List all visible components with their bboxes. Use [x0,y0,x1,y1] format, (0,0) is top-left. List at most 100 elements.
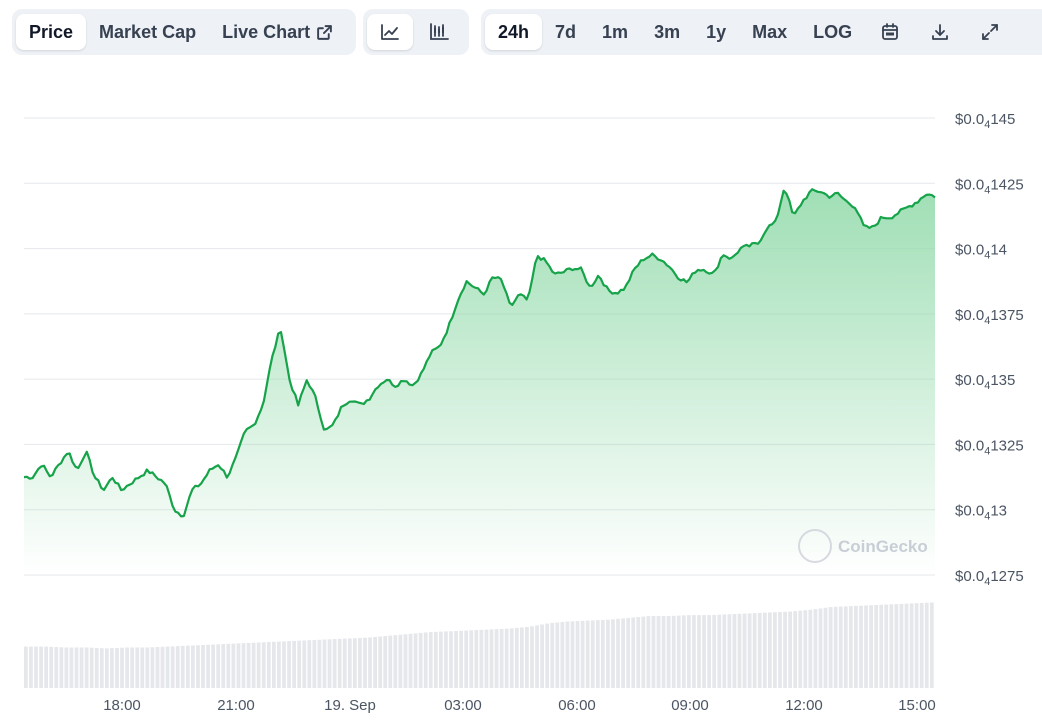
volume-bar [798,610,803,688]
volume-bar [590,620,595,688]
volume-bar [464,630,469,688]
range-3m-label: 3m [654,21,681,42]
volume-bar [74,647,79,688]
volume-bar [550,622,555,688]
y-tick-label: $0.04135 [955,372,1015,392]
volume-bar [44,646,49,688]
volume-bar [388,635,393,688]
volume-bar [332,639,337,688]
volume-bar [307,640,312,688]
y-tick-label: $0.041425 [955,176,1024,196]
volume-bar [762,612,767,688]
tab-price[interactable]: Price [16,14,87,50]
volume-bar [646,616,651,688]
range-1m-label: 1m [602,21,629,42]
volume-bar [282,641,286,688]
volume-bar [600,619,605,688]
y-tick-label: $0.041325 [955,437,1024,457]
volume-bar [125,647,129,688]
candlestick-icon [429,23,449,41]
tab-live-chart-label: Live Chart [222,21,311,42]
volume-bar [859,605,863,688]
volume-bar [651,616,656,688]
y-tick-suffix: 1425 [990,176,1023,193]
volume-bar [631,617,636,688]
x-tick-label: 18:00 [103,697,141,714]
y-tick-prefix: $0.0 [955,372,984,389]
x-tick-label: 06:00 [558,697,596,714]
volume-bar [342,638,347,688]
volume-bar [778,611,782,688]
range-3m-button[interactable]: 3m [641,14,693,50]
volume-bar [783,611,787,688]
volume-bar [418,632,423,688]
volume-bar [636,617,641,688]
volume-bar [565,621,570,688]
volume-bar [89,647,94,688]
y-tick-suffix: 13 [990,503,1007,520]
y-tick-suffix: 135 [990,372,1015,389]
volume-bar [175,646,180,688]
price-chart[interactable]: $0.04145$0.041425$0.0414$0.041375$0.0413… [0,60,1042,728]
volume-bar [869,605,873,688]
volume-bar [929,602,934,688]
volume-bar [64,647,69,688]
candlestick-chart-button[interactable] [413,14,465,50]
volume-bar [666,616,671,688]
fullscreen-button[interactable] [965,14,1015,50]
volume-bar [494,629,499,688]
volume-bar [266,642,271,688]
range-max-button[interactable]: Max [739,14,800,50]
x-tick-label: 12:00 [785,697,823,714]
volume-bar [879,604,884,688]
log-scale-button[interactable]: LOG [800,14,865,50]
volume-bar [469,630,474,688]
download-button[interactable] [915,14,965,50]
volume-bar [489,629,494,688]
volume-bar [226,643,231,688]
volume-bar [823,607,828,688]
volume-bar [712,614,717,688]
volume-bar [393,635,398,688]
volume-bar [135,647,140,688]
range-7d-button[interactable]: 7d [542,14,589,50]
y-tick-label: $0.041275 [955,568,1024,588]
volume-bar [398,634,403,688]
log-scale-label: LOG [813,21,853,42]
range-1m-button[interactable]: 1m [589,14,641,50]
volume-bar [459,630,464,688]
volume-bar [403,634,408,688]
range-24h-button[interactable]: 24h [485,14,543,50]
range-1y-button[interactable]: 1y [693,14,739,50]
volume-bar [687,615,691,688]
volume-bar [150,647,155,688]
volume-bar [352,638,357,688]
date-picker-button[interactable] [865,14,915,50]
volume-bar [439,631,443,688]
volume-bar [904,603,909,688]
volume-bars [24,602,934,688]
tab-market-cap[interactable]: Market Cap [86,14,209,50]
volume-bar [261,642,266,688]
y-tick-prefix: $0.0 [955,242,984,259]
volume-bar [358,637,362,688]
volume-bar [914,603,919,688]
coingecko-watermark: CoinGecko [798,529,928,563]
volume-bar [347,638,352,688]
volume-bar [327,639,332,688]
y-tick-prefix: $0.0 [955,176,984,193]
volume-bar [661,616,666,688]
volume-bar [454,630,458,688]
y-tick-label: $0.0413 [955,503,1007,523]
line-chart-button[interactable] [367,14,413,50]
x-tick-label: 19. Sep [324,697,376,714]
y-tick-subscript: 4 [984,184,990,196]
volume-bar [99,648,104,688]
volume-bar [570,621,575,688]
x-axis: 18:00 21:00 19. Sep 03:00 06:00 09:00 12:00 15:… [103,697,936,714]
tab-live-chart[interactable]: Live Chart [209,14,346,50]
expand-icon [981,23,999,41]
y-tick-suffix: 1375 [990,307,1023,324]
volume-bar [170,646,175,688]
range-24h-label: 24h [498,21,530,42]
